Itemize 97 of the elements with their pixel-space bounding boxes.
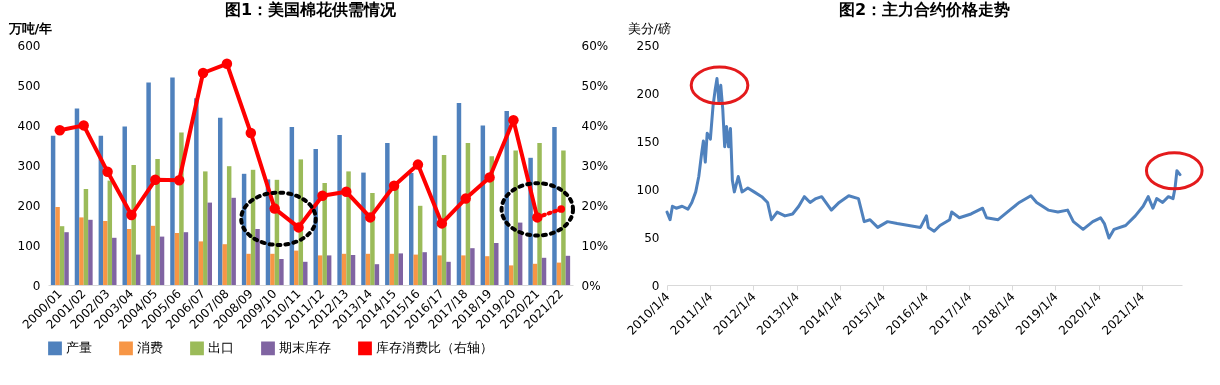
y-tick-label: 600: [17, 38, 41, 53]
bar: [337, 135, 342, 285]
bar: [398, 253, 404, 285]
y-tick-label: 200: [17, 198, 41, 213]
y-tick-label: 0: [32, 278, 41, 293]
bar: [79, 217, 84, 285]
bar: [485, 256, 490, 285]
bar: [194, 98, 199, 285]
point: [508, 114, 519, 126]
bar: [446, 261, 451, 285]
y-tick-label: 250: [636, 38, 660, 53]
y2-tick-label: 0%: [581, 278, 601, 293]
bar: [322, 183, 327, 285]
y-tick-label: 200: [636, 86, 660, 101]
point: [436, 218, 448, 229]
bar: [231, 197, 236, 285]
y-tick-label: 150: [636, 134, 660, 149]
bar: [413, 254, 418, 285]
point: [484, 172, 495, 183]
point: [221, 58, 233, 70]
bar: [361, 172, 366, 285]
point: [317, 190, 328, 202]
y2-tick-label: 40%: [581, 118, 609, 133]
legend-label: 库存消费比（右轴）: [376, 340, 493, 356]
bar: [374, 264, 380, 285]
point: [269, 203, 280, 214]
legend-label: 出口: [208, 340, 234, 356]
bar: [198, 241, 204, 285]
point: [245, 127, 257, 139]
bar: [303, 261, 308, 285]
bar: [294, 250, 299, 285]
bar: [346, 171, 351, 285]
point: [150, 174, 161, 186]
bar: [112, 237, 117, 285]
point: [102, 166, 113, 178]
bar: [317, 255, 323, 285]
bar: [255, 229, 260, 285]
point: [173, 174, 185, 186]
point: [341, 186, 352, 198]
y-tick-label: 50: [644, 230, 660, 245]
chart-title: 图1：美国棉花供需情况: [224, 0, 398, 19]
bar: [394, 186, 399, 285]
chart-title: 图2：主力合约价格走势: [838, 0, 1011, 19]
bar: [131, 165, 136, 285]
bar: [88, 219, 93, 285]
point: [54, 124, 66, 136]
line-series: [665, 77, 1182, 240]
bar: [385, 143, 390, 285]
legend-label: 产量: [66, 340, 92, 356]
bar: [146, 82, 151, 285]
bar: [64, 232, 69, 285]
bar: [183, 232, 189, 285]
y2-tick-label: 30%: [581, 158, 609, 173]
y-axis-title: 万吨/年: [7, 20, 53, 36]
y-axis-title: 美分/磅: [627, 20, 671, 36]
point: [293, 222, 304, 233]
bar: [246, 253, 251, 285]
bar: [55, 207, 60, 285]
bar: [326, 255, 332, 285]
bar: [270, 253, 275, 285]
bar: [422, 252, 427, 285]
bar: [494, 243, 499, 285]
y2-tick-label: 20%: [581, 198, 609, 213]
point: [412, 159, 424, 170]
bar: [222, 244, 227, 285]
y-tick-label: 400: [17, 118, 41, 133]
bar: [461, 255, 466, 285]
y-tick-label: 100: [636, 182, 660, 197]
bar: [537, 143, 542, 285]
bar: [122, 126, 127, 285]
bar: [203, 171, 208, 285]
point: [460, 193, 471, 204]
point: [364, 212, 376, 223]
bar: [350, 255, 356, 285]
y2-tick-label: 50%: [581, 78, 609, 93]
y2-tick-label: 10%: [581, 238, 609, 253]
bar: [103, 221, 108, 285]
bar: [155, 159, 160, 285]
bar: [59, 226, 65, 285]
bar: [508, 265, 514, 285]
bar: [470, 248, 475, 285]
point: [557, 205, 566, 213]
y-tick-label: 0: [651, 278, 660, 293]
y-tick-label: 100: [17, 238, 41, 253]
point: [78, 120, 89, 131]
legend-label: 期末库存: [279, 340, 331, 356]
point: [388, 180, 400, 192]
legend-label: 消费: [137, 340, 163, 356]
point: [126, 209, 137, 221]
bar: [279, 259, 284, 285]
y-tick-label: 500: [17, 78, 41, 93]
bar: [437, 255, 442, 285]
point: [197, 67, 209, 79]
y2-tick-label: 60%: [581, 38, 609, 53]
y-tick-label: 300: [17, 158, 41, 173]
bar: [170, 77, 175, 285]
bar: [513, 150, 518, 285]
